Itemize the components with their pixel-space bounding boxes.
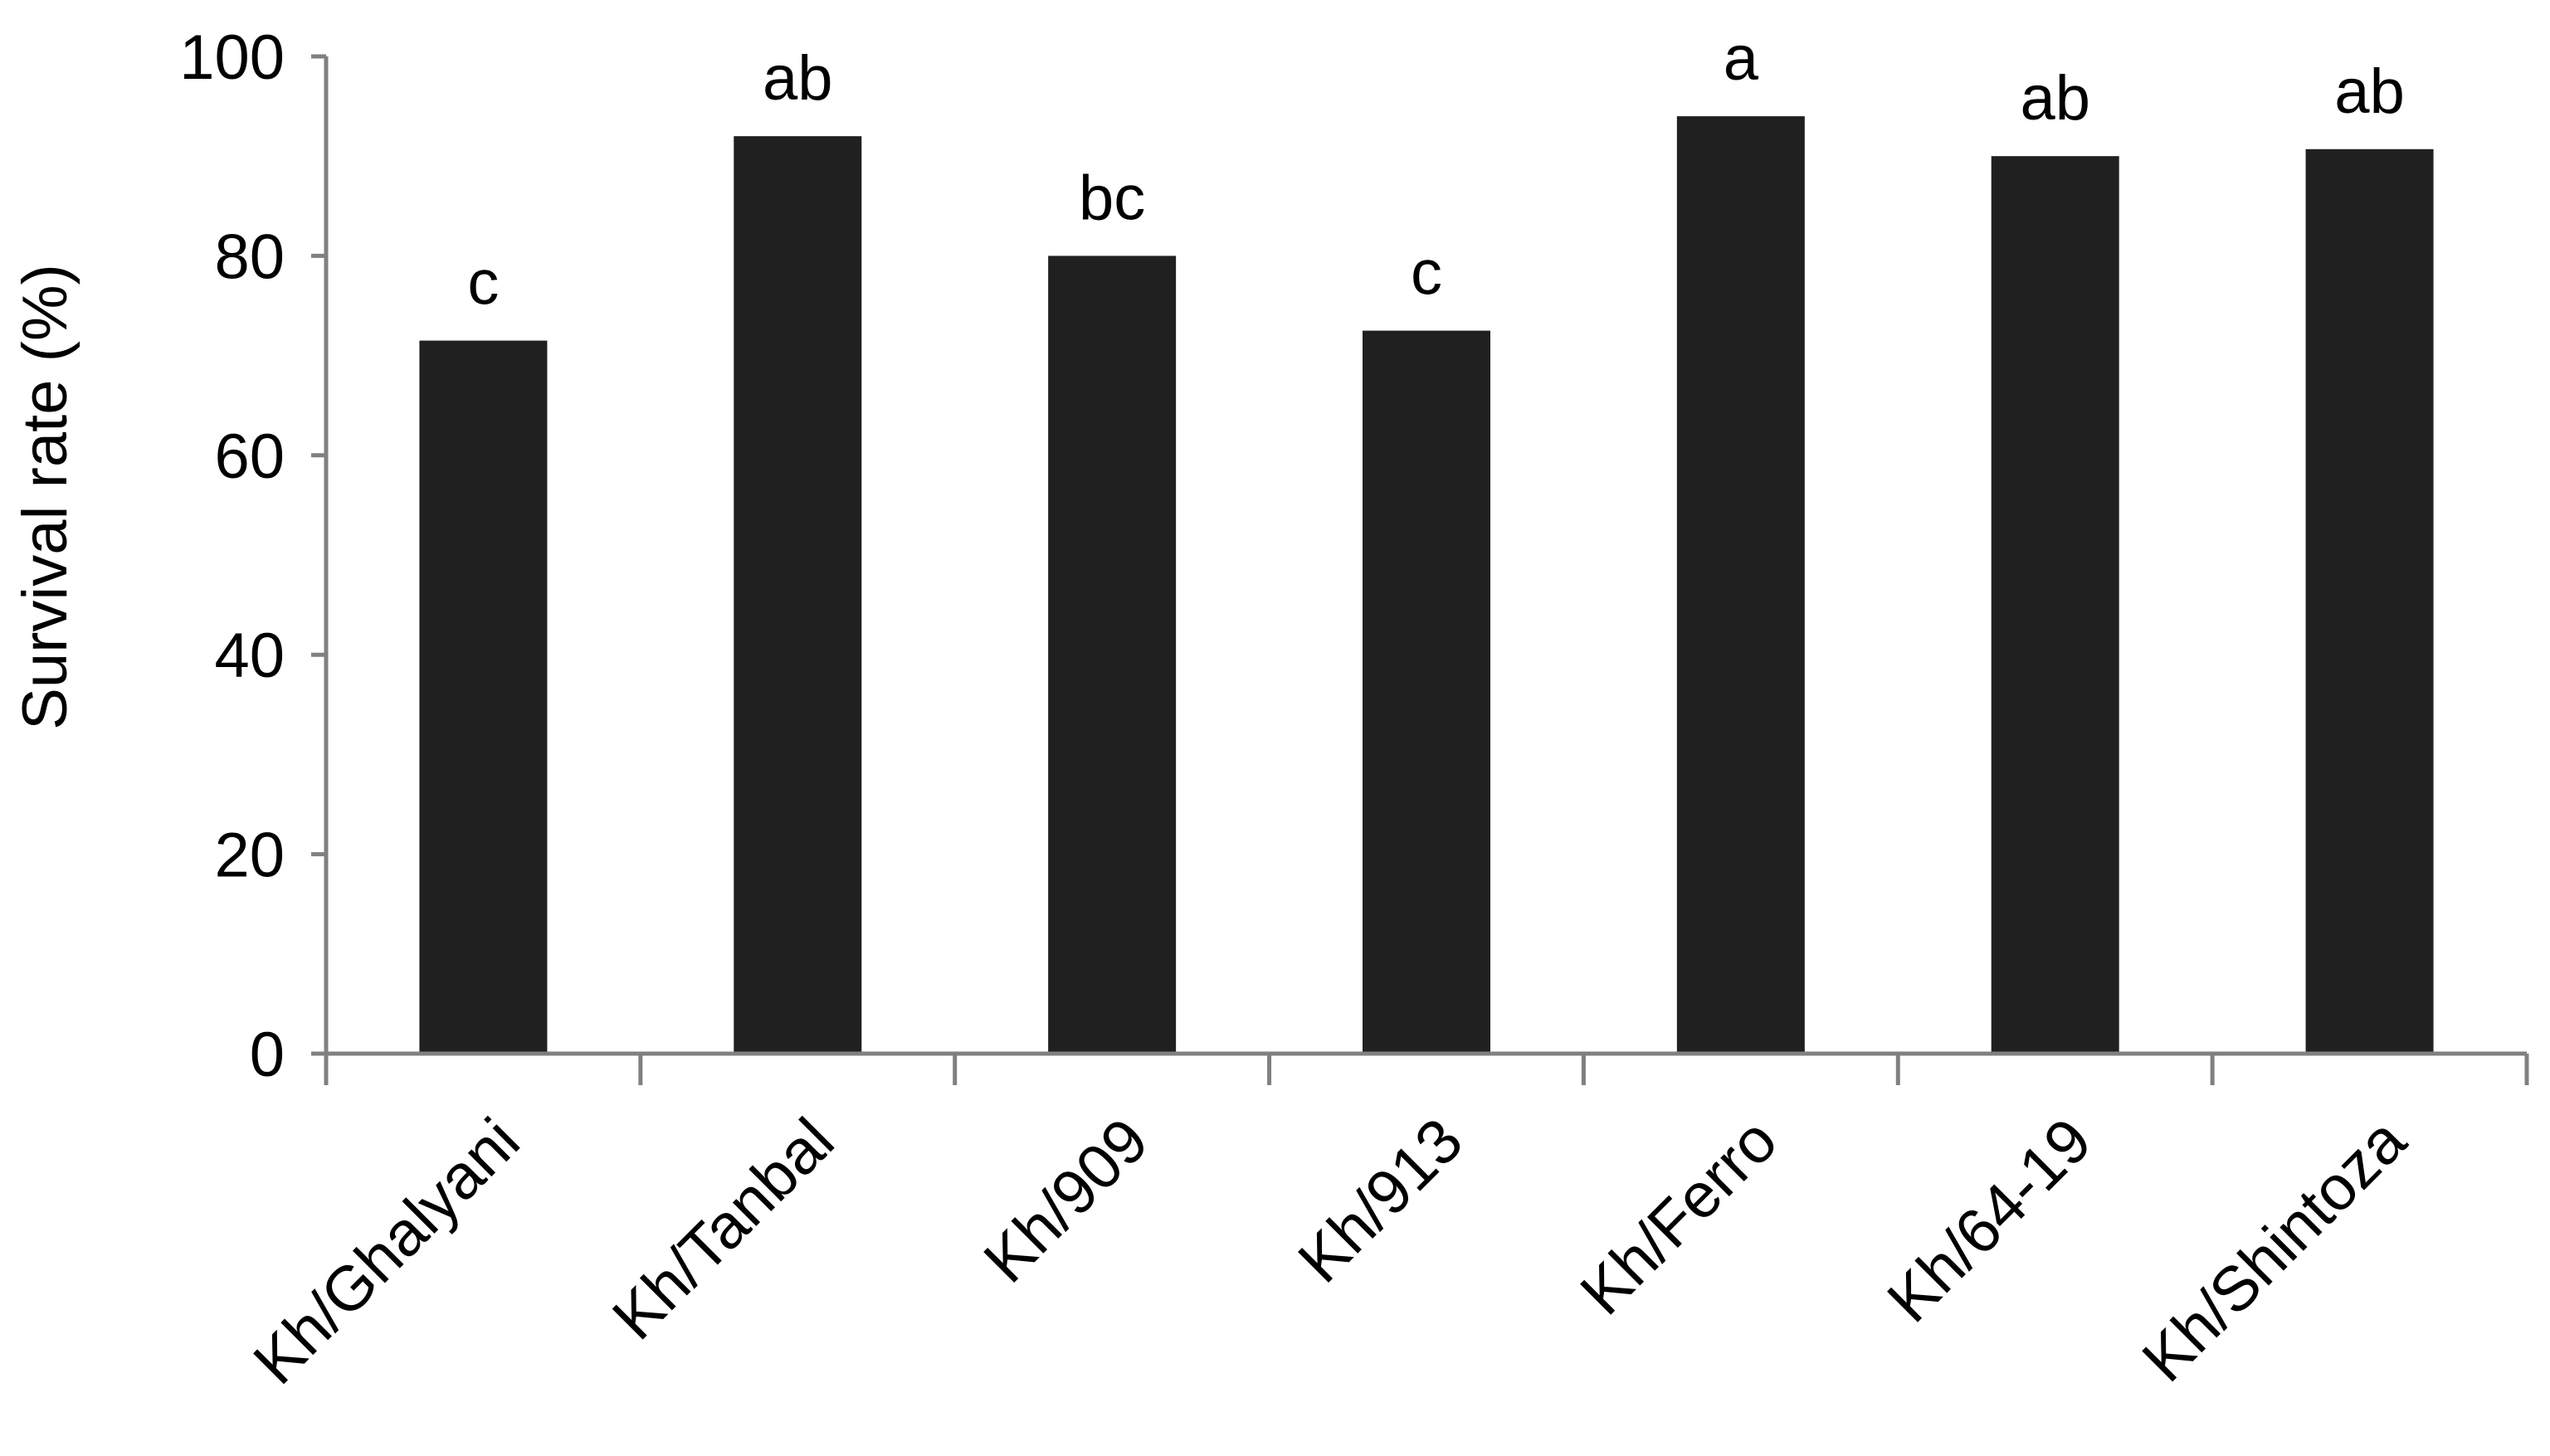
significance-letter: bc	[1079, 163, 1145, 233]
x-axis: Kh/Ghalyani Kh/Tanbal Kh/909 Kh/913 Kh/Ferro…	[241, 1051, 2529, 1398]
y-tick-label: 100	[179, 22, 285, 93]
bar	[734, 136, 862, 1054]
bar	[1676, 116, 1805, 1054]
significance-letter: ab	[2334, 56, 2405, 127]
bar	[419, 340, 548, 1054]
x-category-label: Kh/913	[1285, 1105, 1476, 1296]
significance-labels: c ab bc c a ab ab	[467, 23, 2404, 318]
x-category-label: Kh/64-19	[1875, 1105, 2105, 1336]
y-tick-label: 80	[214, 222, 285, 292]
y-tick-label: 40	[214, 621, 285, 691]
significance-letter: c	[467, 248, 499, 319]
bar	[1991, 156, 2119, 1054]
y-tick-label: 0	[250, 1020, 285, 1090]
x-category-label: Kh/909	[971, 1105, 1162, 1296]
x-category-label: Kh/Shintoza	[2129, 1104, 2420, 1395]
y-tick-label: 60	[214, 421, 285, 492]
y-tick-label: 20	[214, 821, 285, 891]
y-axis: 0 20 40 60 80 100	[179, 22, 329, 1090]
significance-letter: c	[1411, 238, 1442, 309]
significance-letter: ab	[2020, 63, 2090, 134]
significance-letter: a	[1724, 23, 1759, 94]
bar	[1048, 256, 1177, 1054]
bar	[2305, 149, 2434, 1054]
y-axis-title: Survival rate (%)	[10, 264, 80, 730]
x-category-label: Kh/Tanbal	[599, 1105, 847, 1353]
x-category-label: Kh/Ghalyani	[241, 1105, 534, 1398]
significance-letter: ab	[763, 43, 833, 114]
x-category-label: Kh/Ferro	[1568, 1105, 1791, 1328]
bar	[1363, 330, 1490, 1054]
bars-group	[419, 116, 2434, 1054]
